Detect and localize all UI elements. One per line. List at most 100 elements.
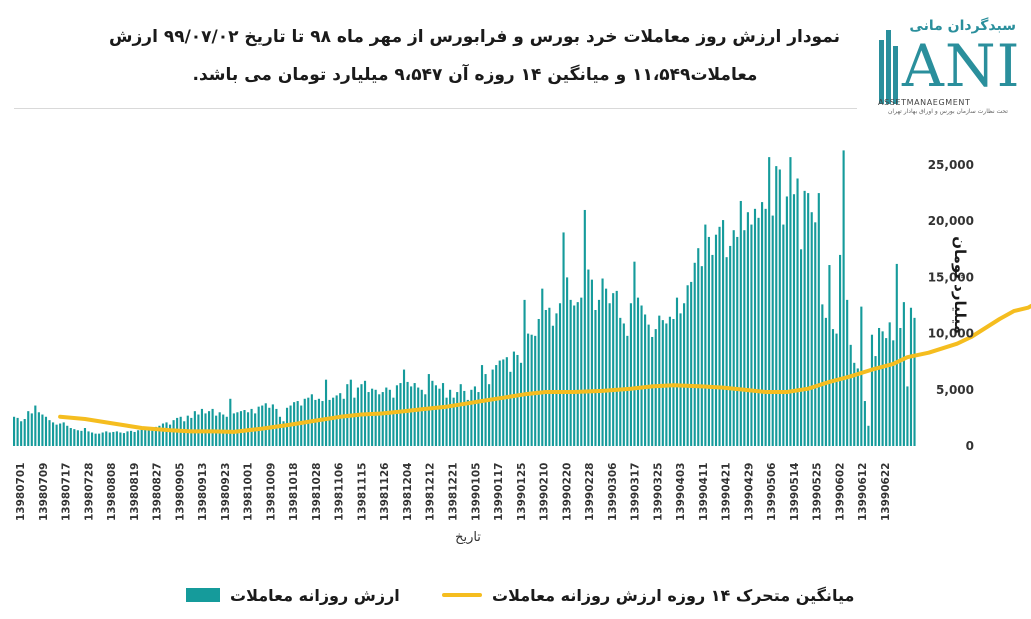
bar [509,371,512,446]
bar [52,422,55,446]
bar [300,405,303,446]
bar [700,266,703,446]
legend-item-daily-value: ارزش روزانه معاملات [186,580,400,610]
bar [530,334,533,446]
bar [452,397,455,446]
x-tick-label: 13990602 [835,463,847,521]
bar [257,406,260,446]
bar [420,389,423,446]
bar [44,416,48,446]
logo-letters: ANI [902,32,1021,100]
bar [867,425,870,446]
bar [548,307,551,446]
bar [140,429,143,446]
bar [339,393,342,446]
bar [282,421,285,446]
bar [101,432,104,446]
bar [172,420,175,446]
x-tick-label: 13990125 [516,463,528,521]
y-axis-ticks: 0 5,000 10,000 15,000 20,000 25,000 [928,158,974,453]
bar [349,379,352,446]
bar [693,262,696,446]
x-tick-label: 13981212 [425,463,437,521]
bar [151,428,154,446]
bar [424,394,427,446]
bar [661,320,664,446]
bar [20,421,23,446]
moving-average-line [58,303,1031,434]
bar [902,302,905,446]
legend-label-moving-average: میانگین متحرک ۱۴ روزه ارزش روزانه معاملا… [492,585,855,605]
x-tick-label: 13990622 [880,463,892,521]
x-tick-label: 13990506 [766,463,778,521]
bar [193,411,196,446]
bar [115,431,118,446]
bar [885,338,888,446]
bar [842,150,845,446]
bar [534,335,537,446]
bar [849,344,852,446]
bar [147,429,150,446]
x-tick-label: 13981018 [288,463,300,521]
x-tick-label: 13990117 [493,463,505,521]
bar [846,299,849,446]
bar [413,383,416,446]
bar [87,431,90,446]
bar [94,433,97,446]
bar [853,362,856,446]
x-tick-label: 13990306 [607,463,619,521]
x-tick-label: 13990403 [675,463,687,521]
bar [498,360,501,446]
bar [466,399,469,446]
y-tick-label: 5,000 [936,383,974,397]
bar [445,397,448,446]
bar [523,299,526,446]
legend-label-daily-value: ارزش روزانه معاملات [230,585,400,605]
logo-building-icon [879,30,898,104]
bar [768,157,771,446]
bar [594,310,597,446]
bar [782,224,785,446]
x-tick-label: 13990317 [630,463,642,521]
bar [463,390,466,446]
bar [154,426,157,446]
bar [73,429,76,446]
bar [488,384,491,446]
bar [807,193,810,446]
bar [76,430,79,446]
legend-swatch-bar [186,588,220,602]
x-tick-label: 13980819 [129,463,141,521]
bar [913,317,916,446]
bar [66,425,69,446]
bar [264,403,267,446]
bar [477,392,480,446]
logo-tagline: تحت نظارت سازمان بورس و اوراق بهادار تهر… [888,108,1008,115]
bar [562,232,565,446]
bar [278,416,282,446]
bar [527,333,530,446]
bar [863,401,866,446]
x-tick-label: 13981106 [334,463,346,521]
bar [775,166,778,446]
bar [892,340,895,446]
x-tick-label: 13990612 [857,463,869,521]
bar [434,385,437,446]
bar [644,314,647,446]
bar [551,325,554,446]
chart-title: نمودار ارزش روز معاملات خرد بورس و فرابو… [109,18,840,94]
bar [491,369,494,446]
bar [207,411,211,446]
bar [753,208,757,446]
bar [597,299,601,446]
bar [580,297,583,446]
x-tick-label: 13980827 [152,463,164,521]
bar [576,302,579,446]
bar [168,424,172,446]
bar [541,288,544,446]
bar [129,430,133,446]
bar [41,414,44,446]
bar [789,157,792,446]
x-tick-label: 13980709 [38,463,50,521]
bar [831,329,835,446]
